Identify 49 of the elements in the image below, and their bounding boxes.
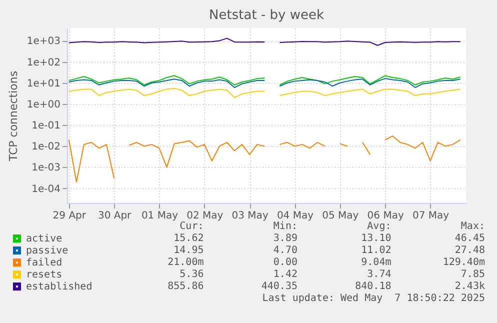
y-tick-label: 1e-04 xyxy=(32,184,60,195)
y-tick-label: 1e+01 xyxy=(26,78,60,90)
y-tick-label: 1e-01 xyxy=(32,120,60,132)
text: 3.74 xyxy=(366,269,392,281)
text: 14.95 xyxy=(172,245,204,257)
text: 11.02 xyxy=(360,245,392,257)
text: Min: xyxy=(272,221,298,233)
text: 46.45 xyxy=(454,233,485,245)
text: 1.42 xyxy=(272,269,298,281)
legend-label: resets xyxy=(26,270,62,280)
text: 129.40m xyxy=(442,257,485,269)
x-tick-label: 30 Apr xyxy=(98,210,132,222)
text: 21.00m xyxy=(166,257,204,269)
text: 2.43k xyxy=(454,281,485,293)
y-tick-label: 1e+03 xyxy=(26,36,60,48)
x-tick-label: 04 May xyxy=(276,210,314,222)
text: Max: xyxy=(460,221,485,233)
text: Cur: xyxy=(178,221,204,233)
y-tick-label: 1e-02 xyxy=(32,142,60,153)
text: Avg: xyxy=(366,221,392,233)
text: 855.86 xyxy=(166,281,204,293)
text: 27.48 xyxy=(454,245,485,257)
x-tick-label: 05 May xyxy=(322,210,359,222)
chart-title: Netstat - by week xyxy=(209,8,324,23)
x-tick-label: 29 Apr xyxy=(52,210,87,222)
text: Last update: Wed May 7 18:50:22 2025 xyxy=(261,293,485,305)
text: 3.89 xyxy=(272,233,298,245)
text: 7.85 xyxy=(460,269,485,281)
x-tick-label: 07 May xyxy=(412,210,450,222)
text: 0.00 xyxy=(272,257,298,269)
text: 840.18 xyxy=(354,281,392,293)
y-axis-title: TCP connections xyxy=(6,70,20,162)
y-tick-label: 1e-03 xyxy=(32,162,60,174)
x-tick-label: 03 May xyxy=(232,210,268,222)
y-tick-label: 1e+00 xyxy=(26,99,60,110)
legend-label: passive xyxy=(26,246,68,256)
text: 13.10 xyxy=(360,233,392,245)
text: 9.04m xyxy=(360,257,392,269)
y-tick-label: 1e+02 xyxy=(26,57,60,68)
text: 440.35 xyxy=(260,281,298,293)
legend-label: failed xyxy=(26,258,62,268)
x-tick-label: 06 May xyxy=(367,210,404,222)
x-tick-label: 01 May xyxy=(141,210,178,222)
text: 4.70 xyxy=(272,245,298,257)
text: 15.62 xyxy=(172,233,204,245)
legend-label: established xyxy=(26,282,92,292)
legend-label: active xyxy=(26,234,62,244)
x-tick-label: 02 May xyxy=(186,210,224,222)
text: 5.36 xyxy=(178,269,204,281)
